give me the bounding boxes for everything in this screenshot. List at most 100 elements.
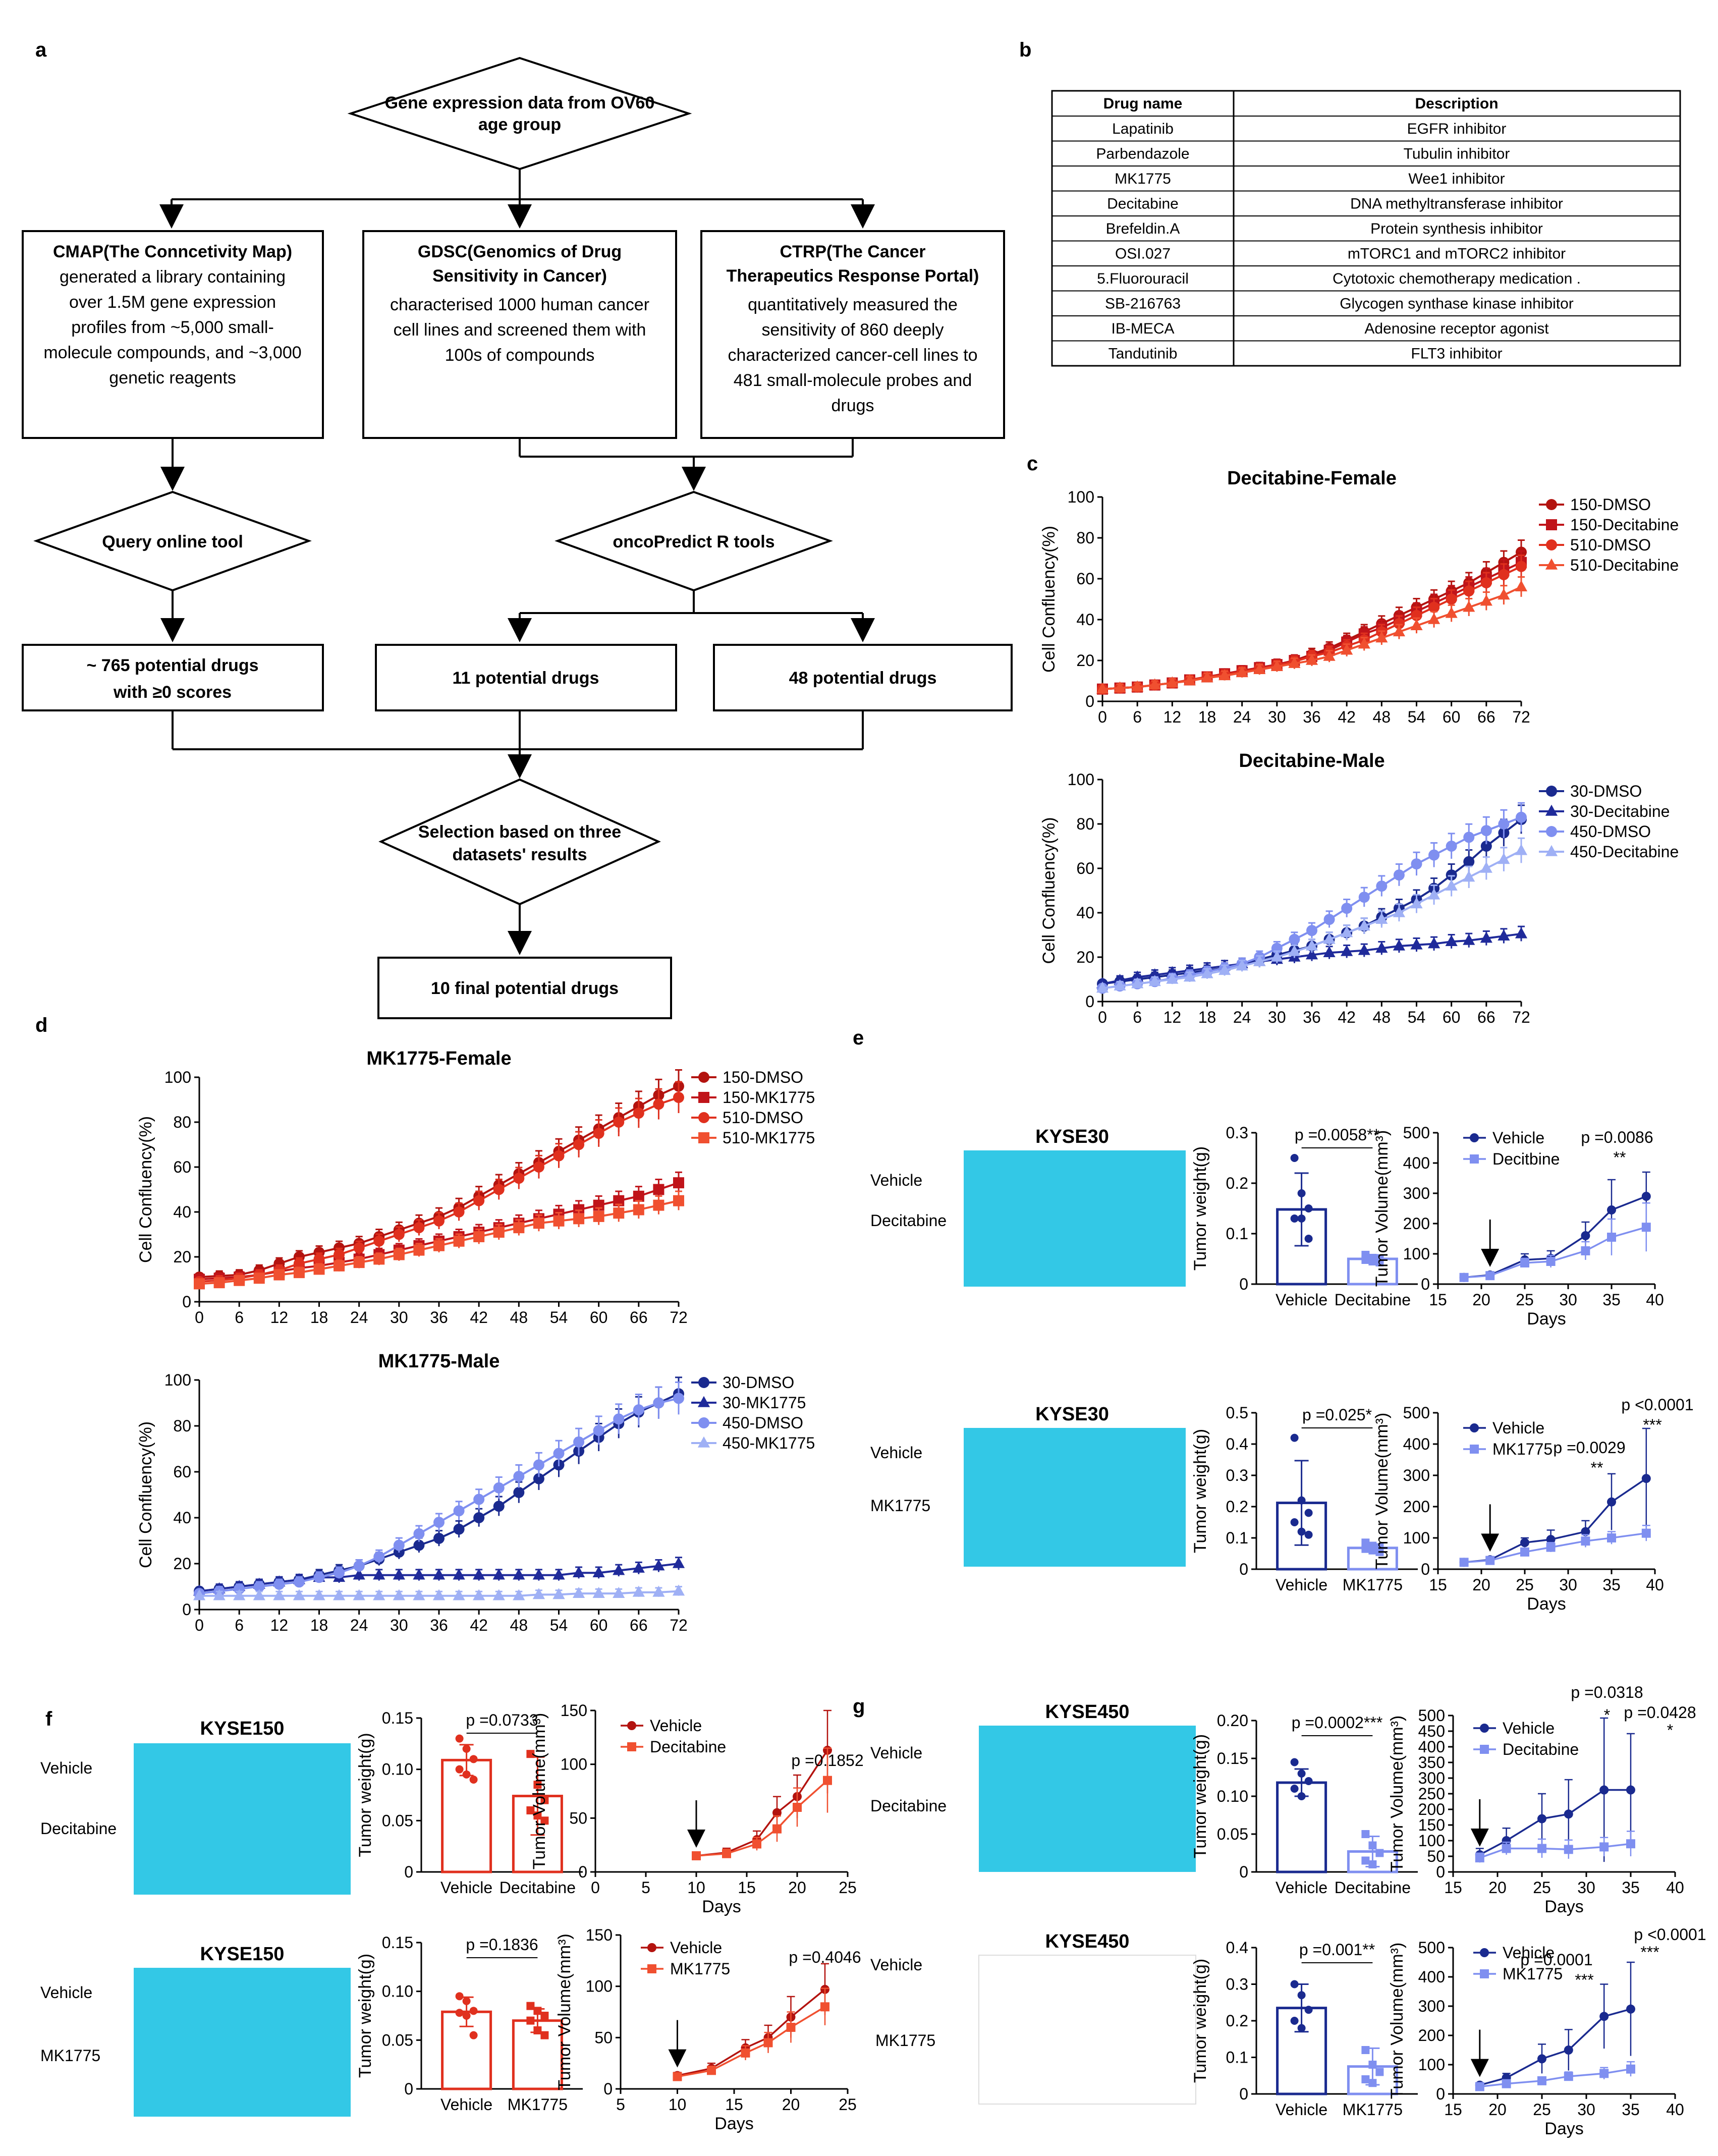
x-tick-label: 66	[630, 1308, 648, 1326]
y-tick-label: 50	[569, 1809, 587, 1827]
x-tick-label: 60	[590, 1308, 608, 1326]
cmap-body-5: genetic reagents	[109, 368, 236, 388]
y-tick-label: 0	[1239, 1863, 1248, 1881]
panel-label-c: c	[1027, 453, 1038, 475]
f1-photo-title: KYSE150	[200, 1718, 285, 1739]
data-point	[540, 1796, 549, 1804]
drug-table-rows: Lapatinib EGFR inhibitor Parbendazole Tubul…	[1052, 116, 1680, 362]
data-point	[1304, 2006, 1313, 2014]
y-tick-label: 0	[578, 1863, 587, 1881]
table-cell-description: EGFR inhibitor	[1407, 121, 1507, 137]
y-tick-label: 300	[1403, 1184, 1430, 1202]
data-point	[1480, 1745, 1489, 1754]
data-point	[1375, 2068, 1384, 2076]
x-tick-label: 10	[687, 1878, 705, 1897]
data-point	[1289, 933, 1300, 945]
data-point	[1297, 1991, 1306, 2000]
y-tick-label: 0	[1239, 1275, 1248, 1293]
data-point	[652, 1585, 665, 1597]
data-point	[1445, 879, 1458, 891]
data-point	[1290, 1154, 1299, 1162]
data-point	[1323, 649, 1336, 661]
data-point	[1498, 853, 1510, 864]
drugs765-line-1: ~ 765 potential drugs	[86, 656, 258, 675]
e2-photo-group: KYSE30 Vehicle MK1775	[870, 1404, 1186, 1567]
y-tick-label: 0	[1085, 992, 1094, 1011]
data-point	[1236, 666, 1248, 678]
x-tick-label: 36	[430, 1308, 448, 1326]
legend-label: 510-MK1775	[723, 1129, 815, 1147]
data-point	[513, 1486, 525, 1498]
data-point	[1393, 869, 1405, 881]
data-point	[697, 1396, 710, 1407]
data-point	[820, 2002, 829, 2012]
x-tick-label: 5	[616, 2095, 625, 2114]
x-tick-label: 60	[590, 1616, 608, 1634]
x-tick-label: 18	[310, 1308, 328, 1326]
data-point	[433, 1517, 445, 1528]
oncopredict-label: oncoPredict R tools	[613, 532, 774, 551]
data-point	[1410, 897, 1423, 909]
data-point	[1470, 1154, 1479, 1164]
data-point	[633, 1404, 644, 1416]
drugs765-line-2: with ≥0 scores	[113, 683, 232, 702]
x-category-label: Vehicle	[1276, 1878, 1327, 1897]
data-point	[1480, 594, 1492, 606]
data-point	[1470, 1445, 1479, 1454]
significance-annotation: **	[1614, 1148, 1626, 1167]
y-tick-label: 0.4	[1226, 1939, 1248, 1957]
x-tick-label: 35	[1602, 1576, 1621, 1594]
data-point	[1358, 919, 1370, 931]
y-tick-label: 400	[1418, 1968, 1445, 1986]
x-tick-label: 54	[550, 1308, 568, 1326]
chart-g2-tumor-weight: 0 0.1 0.2 0.3 0.4 Tumor weight(g) Vehicle MK177…	[1191, 1939, 1418, 2119]
table-cell-drug: IB-MECA	[1111, 320, 1174, 337]
data-point	[593, 1128, 604, 1139]
y-tick-label: 0.15	[382, 1933, 413, 1952]
legend-label: 150-DMSO	[1570, 495, 1651, 514]
e1-photo-title: KYSE30	[1035, 1126, 1109, 1147]
table-cell-description: Cytotoxic chemotherapy medication .	[1333, 270, 1581, 287]
data-point	[1305, 653, 1318, 665]
gdsc-title-2: Sensitivity in Cancer)	[432, 266, 607, 286]
x-tick-label: 6	[1133, 708, 1142, 726]
significance-annotation: p =0.0428	[1624, 1703, 1696, 1722]
data-point	[1520, 1538, 1529, 1547]
series-line	[1102, 816, 1522, 989]
data-point	[533, 2007, 542, 2015]
x-tick-label: 30	[1577, 1878, 1595, 1897]
data-point	[313, 1263, 325, 1275]
data-point	[1463, 870, 1475, 882]
y-axis-label: Tumor Volume(mm³)	[530, 1713, 549, 1869]
x-tick-label: 15	[738, 1878, 756, 1897]
data-point	[194, 1278, 205, 1290]
data-point	[1641, 1528, 1651, 1538]
x-tick-label: 48	[1373, 708, 1391, 726]
data-point	[1236, 959, 1248, 971]
data-point	[1463, 933, 1475, 945]
y-tick-label: 350	[1418, 1753, 1445, 1772]
data-point	[213, 1277, 225, 1289]
g1-row-vehicle: Vehicle	[870, 1744, 922, 1762]
significance-annotation: p =0.0318	[1571, 1683, 1643, 1701]
y-tick-label: 80	[1076, 529, 1094, 547]
x-tick-label: 12	[1163, 708, 1182, 726]
chart-e1-tumor-weight: 0 0.1 0.2 0.3 Tumor weight(g) Vehicle Decitabi…	[1191, 1124, 1418, 1309]
table-cell-description: mTORC1 and mTORC2 inhibitor	[1348, 246, 1566, 262]
x-tick-label: 60	[1443, 1008, 1461, 1026]
data-point	[1515, 927, 1528, 938]
ctrp-body-3: characterized cancer-cell lines to	[728, 346, 977, 365]
y-axis-label: Tumor Volume(mm³)	[1388, 1716, 1407, 1872]
legend-label: 30-DMSO	[723, 1373, 794, 1392]
x-axis-label: Days	[1527, 1309, 1566, 1329]
data-point	[1201, 671, 1213, 683]
data-point	[526, 1750, 535, 1758]
data-point	[462, 2012, 471, 2020]
table-cell-drug: Brefeldin.A	[1106, 220, 1180, 237]
y-tick-label: 100	[586, 1977, 613, 1996]
g1-photo-group: KYSE450 Vehicle Decitabine	[870, 1701, 1196, 1872]
data-point	[1475, 1853, 1484, 1863]
data-point	[627, 1721, 636, 1730]
data-point	[698, 1132, 709, 1143]
table-cell-description: Adenosine receptor agonist	[1364, 320, 1549, 337]
